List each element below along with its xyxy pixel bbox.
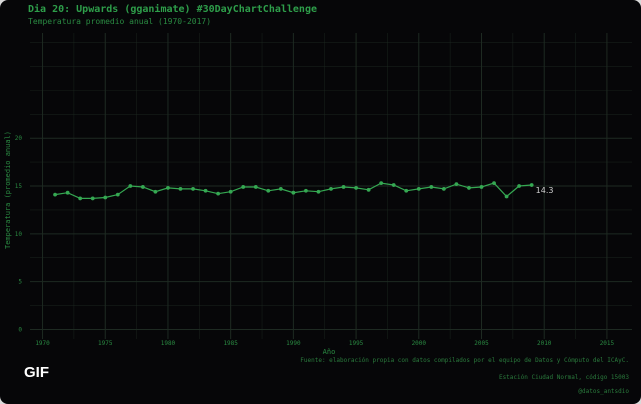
data-point xyxy=(379,181,384,186)
data-point xyxy=(140,185,145,189)
x-tick-label: 1970 xyxy=(35,340,50,347)
data-point xyxy=(266,188,271,193)
source-caption: Fuente: elaboración propia con datos com… xyxy=(300,357,629,364)
data-point xyxy=(216,191,221,196)
station-caption: Estación Ciudad Normal, código 15003 xyxy=(498,374,629,381)
y-axis-label: Temperatura (promedio anual) xyxy=(4,131,12,249)
y-tick-labels: 0 5 10 15 20 xyxy=(15,135,23,333)
author-caption: @datos_antsdio xyxy=(578,388,629,395)
y-tick-label: 10 xyxy=(15,231,23,238)
data-point xyxy=(441,186,446,191)
x-tick-label: 1980 xyxy=(161,340,176,347)
data-point xyxy=(404,188,409,193)
y-tick-label: 15 xyxy=(15,183,23,190)
data-point xyxy=(454,182,459,186)
data-point xyxy=(241,185,246,189)
data-point xyxy=(78,196,83,201)
data-point xyxy=(90,196,95,201)
data-point xyxy=(329,186,333,191)
data-point xyxy=(479,185,484,189)
gif-badge: GIF xyxy=(24,364,49,381)
data-point xyxy=(53,192,57,197)
data-point xyxy=(529,183,534,187)
x-tick-label: 2000 xyxy=(412,340,427,347)
data-point xyxy=(366,187,371,192)
data-point xyxy=(467,186,471,190)
x-tick-label: 1985 xyxy=(223,340,238,347)
data-point xyxy=(316,189,321,194)
x-tick-label: 1975 xyxy=(98,340,113,347)
data-point xyxy=(65,190,70,195)
temperature-series xyxy=(53,181,534,201)
x-tick-label: 1995 xyxy=(349,340,364,347)
data-point xyxy=(341,185,346,189)
data-point xyxy=(354,186,358,190)
data-point xyxy=(203,188,208,193)
x-tick-labels: 1970 1975 1980 1985 1990 1995 2000 2005 2010 2015 xyxy=(35,340,614,347)
grid-lines xyxy=(30,33,632,339)
y-tick-label: 20 xyxy=(15,135,23,142)
data-point xyxy=(178,186,183,191)
data-point xyxy=(228,189,233,194)
data-point xyxy=(103,195,108,200)
data-point xyxy=(391,183,396,187)
data-point xyxy=(504,194,509,199)
data-point xyxy=(115,192,120,197)
x-tick-label: 2015 xyxy=(600,340,615,347)
x-tick-label: 1990 xyxy=(286,340,301,347)
data-point xyxy=(291,190,296,195)
chart-subtitle: Temperatura promedio anual (1970-2017) xyxy=(28,17,212,26)
x-tick-label: 2010 xyxy=(537,340,552,347)
data-point xyxy=(429,185,434,189)
x-axis-label: Año xyxy=(323,348,336,356)
last-value-label: 14.3 xyxy=(536,186,554,195)
y-tick-label: 0 xyxy=(18,326,22,333)
data-point xyxy=(278,186,283,191)
data-point xyxy=(128,184,133,188)
chart-title: Dia 20: Upwards (gganimate) #30DayChartC… xyxy=(28,4,317,15)
data-point xyxy=(166,186,170,190)
data-point xyxy=(253,185,258,189)
x-tick-label: 2005 xyxy=(474,340,489,347)
data-point xyxy=(492,181,496,186)
data-point xyxy=(191,186,195,191)
data-point xyxy=(304,188,308,193)
y-tick-label: 5 xyxy=(18,279,22,286)
data-point xyxy=(416,186,421,191)
data-point xyxy=(153,189,158,194)
data-point xyxy=(517,184,522,188)
